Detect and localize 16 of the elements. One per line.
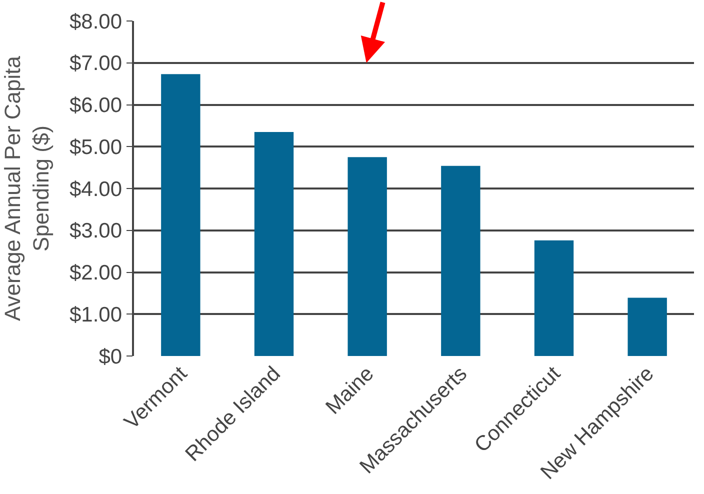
bar (628, 298, 667, 356)
y-tick-label: $3.00 (69, 220, 122, 243)
bar (161, 74, 200, 356)
bar (254, 132, 294, 356)
y-tick-label: $7.00 (69, 52, 122, 76)
y-tick-label: $1.00 (69, 303, 122, 326)
y-axis-title: Average Annual Per Capita Spending ($) (0, 55, 54, 321)
bar (441, 166, 480, 356)
bar (348, 157, 387, 356)
bar (534, 240, 574, 356)
y-tick-label: $5.00 (69, 136, 122, 159)
y-tick-label: $8.00 (69, 10, 122, 34)
y-tick-label: $6.00 (69, 94, 122, 118)
y-tick-label: $4.00 (69, 178, 122, 201)
y-tick-label: $2.00 (69, 262, 122, 285)
y-tick-label: $0 (98, 345, 122, 368)
